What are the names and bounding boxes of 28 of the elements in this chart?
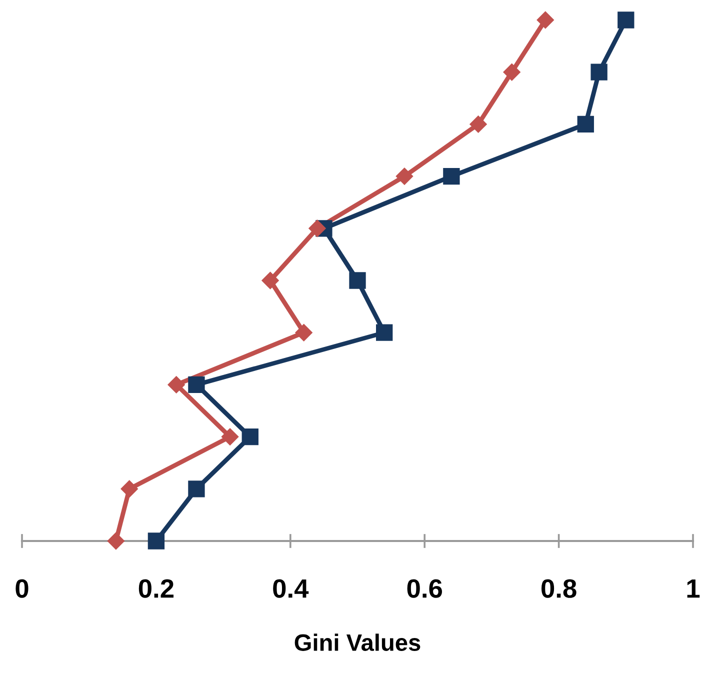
x-tick-label: 0.2	[138, 579, 174, 598]
point	[577, 116, 594, 133]
x-tick-label: 0.8	[542, 579, 576, 598]
point	[308, 220, 326, 237]
point	[618, 12, 634, 28]
point	[470, 116, 487, 133]
point	[295, 324, 312, 342]
point	[349, 272, 366, 289]
point	[107, 532, 124, 550]
point	[396, 168, 414, 185]
point	[242, 428, 258, 446]
point	[188, 376, 205, 394]
x-axis-title: Gini Values	[294, 634, 420, 651]
x-tick-label: 0	[16, 579, 28, 598]
point	[503, 64, 520, 81]
point	[376, 324, 393, 341]
point	[168, 376, 185, 394]
point	[262, 272, 279, 290]
point	[443, 168, 460, 185]
point	[188, 480, 205, 498]
point	[590, 64, 608, 80]
point	[221, 428, 239, 446]
x-tick-label: 0.6	[407, 579, 442, 598]
point	[120, 480, 138, 498]
x-tick-label: 1	[687, 579, 700, 598]
x-tick-label: 0.4	[273, 579, 309, 598]
point	[536, 11, 554, 29]
point	[148, 532, 165, 550]
